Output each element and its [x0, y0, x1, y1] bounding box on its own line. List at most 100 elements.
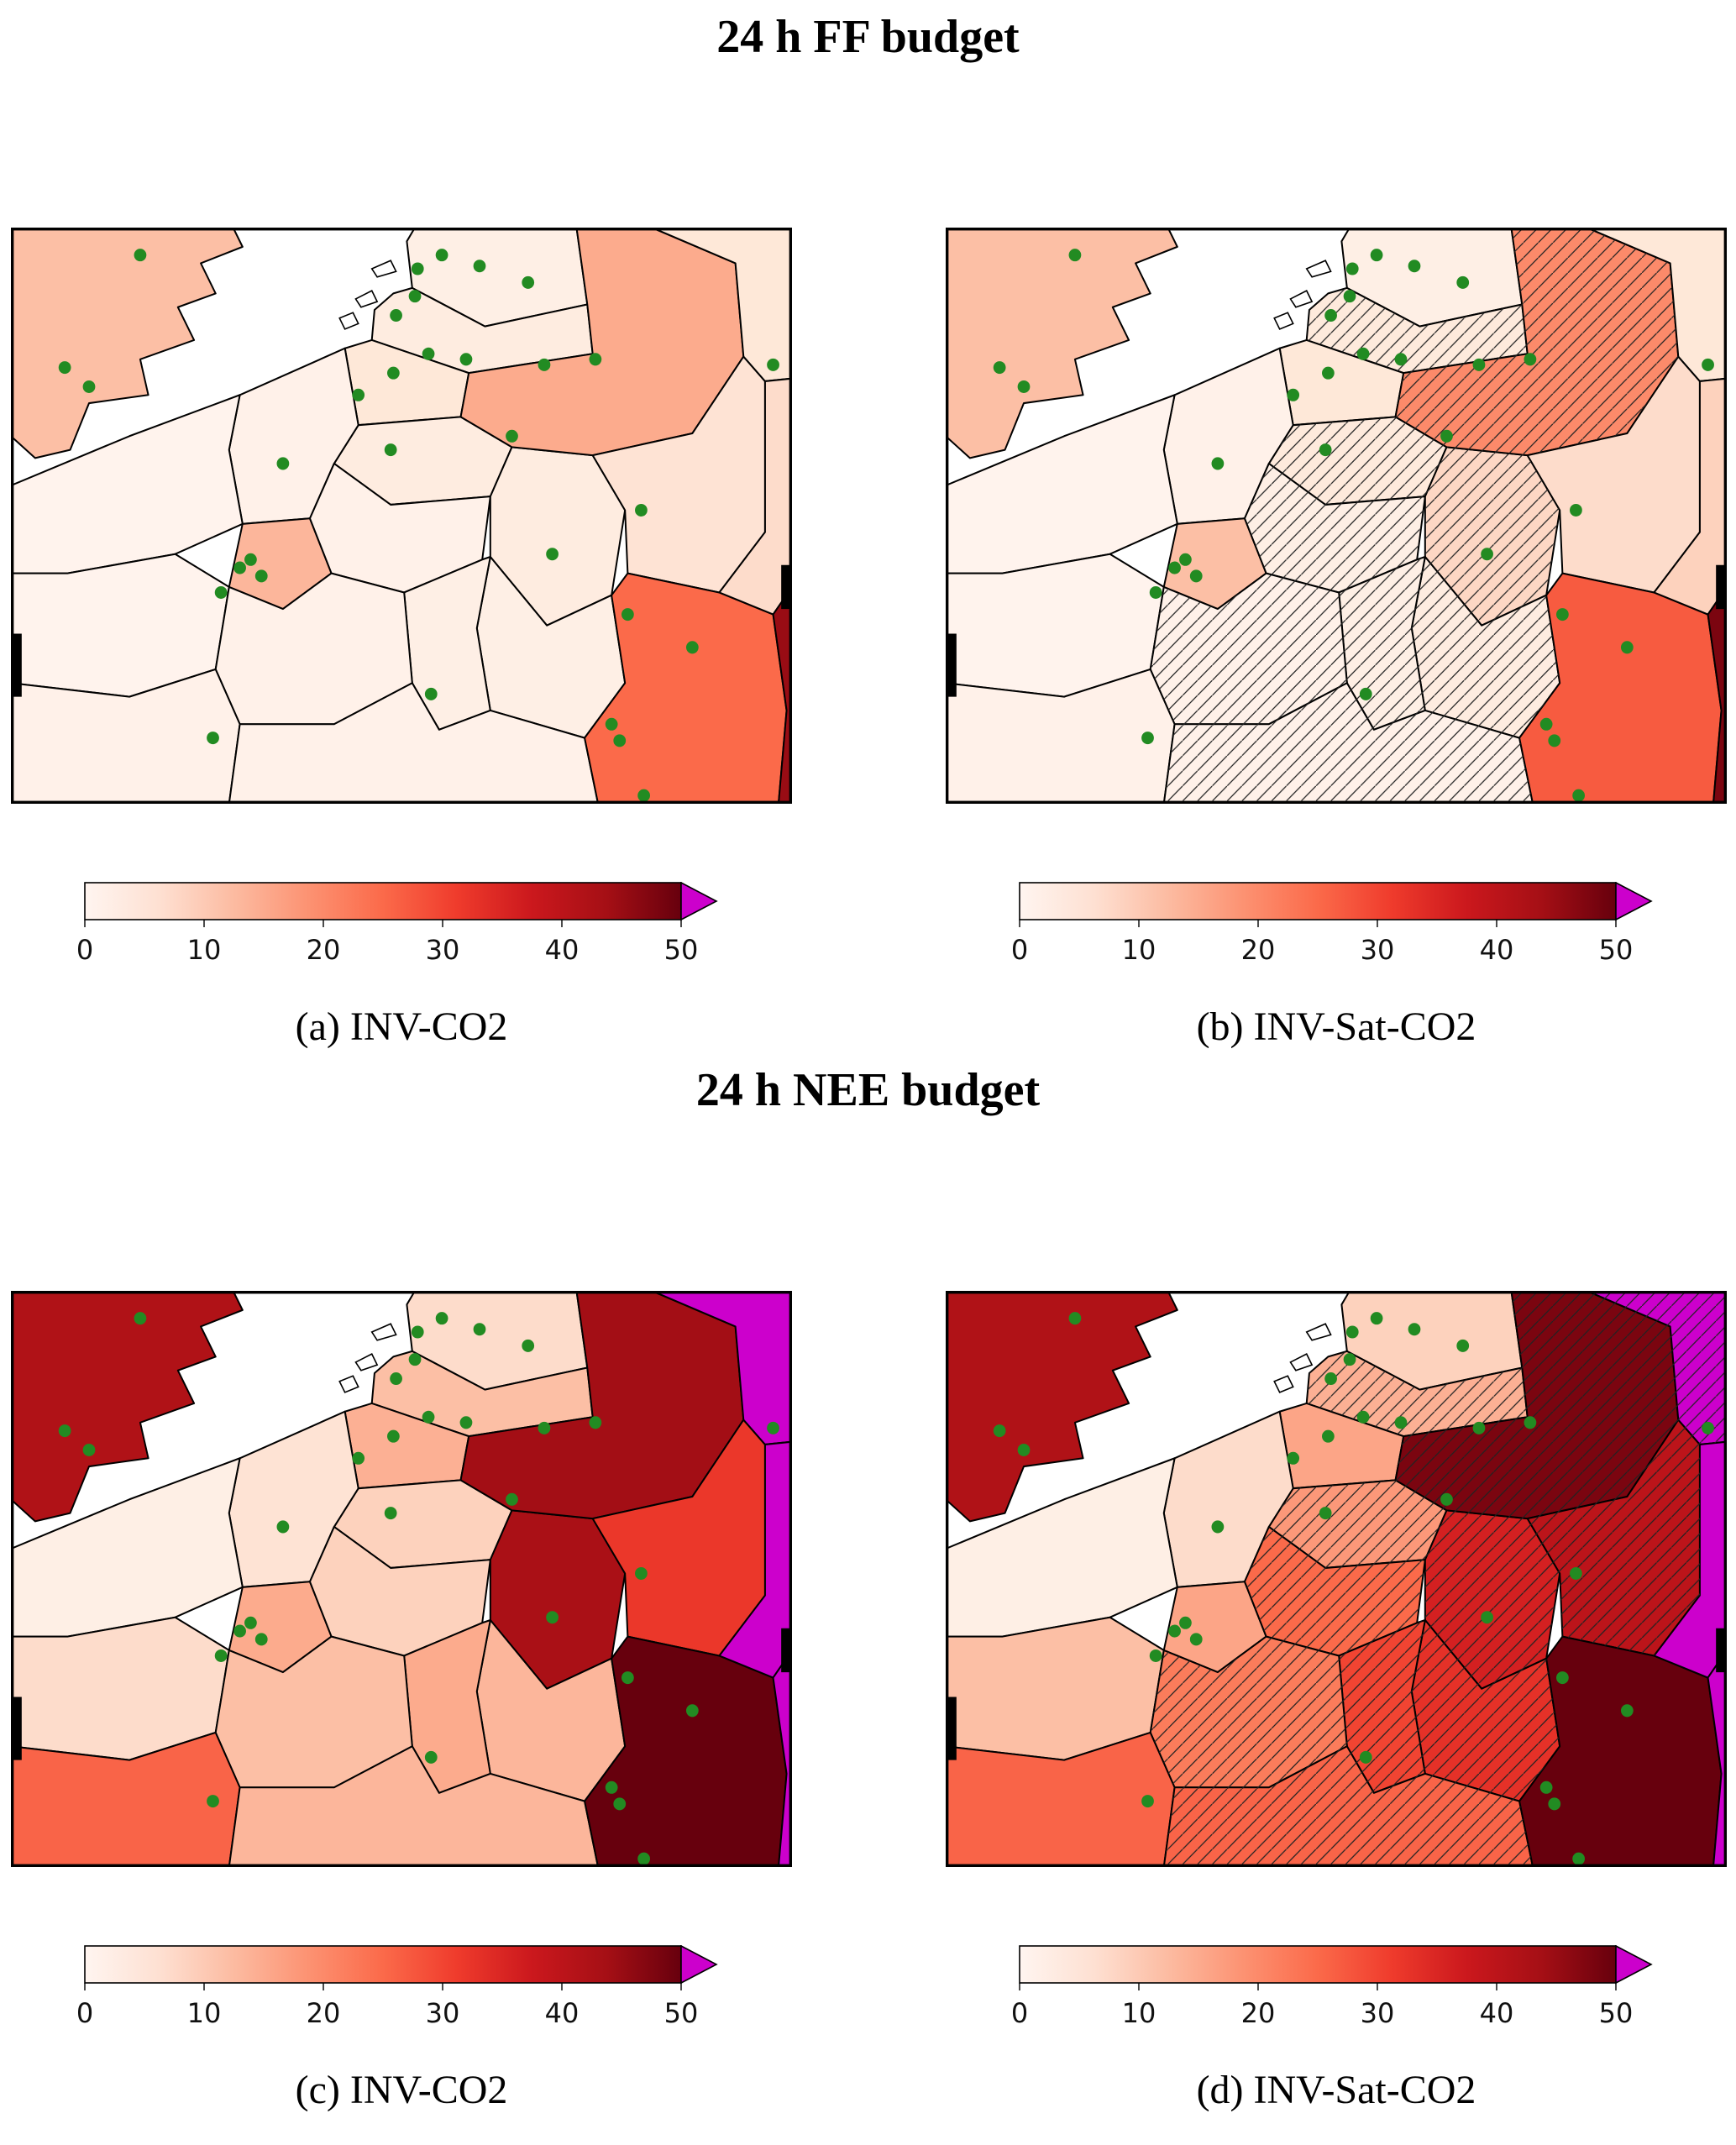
map-panel-a	[11, 228, 792, 804]
colorbar-tick-label: 10	[1121, 1997, 1156, 2029]
station-dot	[767, 358, 779, 371]
station-dot	[1481, 1611, 1493, 1624]
station-dot	[390, 309, 402, 323]
station-dot	[1572, 1852, 1585, 1865]
station-dot	[435, 249, 448, 262]
station-dot	[1141, 1795, 1154, 1808]
colorbar-svg	[84, 881, 718, 927]
station-dot	[1481, 548, 1493, 561]
station-dot	[387, 366, 400, 380]
station-dot	[1149, 585, 1162, 599]
station-dot	[1702, 358, 1714, 371]
hatch-overlay-nrw	[1395, 1291, 1679, 1519]
nee-budget-title: 24 h NEE budget	[695, 1064, 1041, 1116]
colorbar-tick-label: 30	[1360, 934, 1395, 966]
station-dot	[408, 1353, 422, 1366]
coastal-island	[370, 260, 397, 278]
colorbar-over-arrow	[680, 881, 718, 921]
station-dot	[422, 347, 435, 360]
colorbar-svg	[84, 1944, 718, 1990]
station-dot	[1702, 1421, 1714, 1434]
station-dot	[1324, 1372, 1337, 1386]
colorbar-tick-label: 40	[544, 1997, 580, 2029]
station-dot	[352, 1451, 365, 1465]
colorbar-gradient	[1019, 882, 1617, 920]
map-border	[11, 1291, 792, 1867]
hatch-overlay-bottom_mid	[1163, 683, 1534, 804]
station-dot	[635, 503, 648, 517]
station-dot	[506, 1492, 518, 1506]
hatch-overlay-grand_est_e	[1411, 557, 1560, 738]
colorbar-tick-label: 0	[76, 934, 94, 966]
station-dot	[1620, 641, 1634, 654]
colorbar-tick-label: 20	[1240, 934, 1276, 966]
hatch-overlay-rlp	[1424, 447, 1560, 626]
colorbar-tick-label: 20	[306, 934, 341, 966]
station-dot	[1322, 366, 1335, 380]
station-dot	[58, 1424, 71, 1438]
station-dot	[546, 548, 559, 561]
hatch-overlay-bottom_mid	[1163, 1746, 1534, 1867]
coastal-island	[354, 290, 379, 308]
coastal-island	[370, 1323, 397, 1341]
station-dot	[1570, 1566, 1582, 1580]
station-dot	[1359, 1750, 1372, 1764]
map-border	[946, 1291, 1727, 1867]
station-dot	[1394, 353, 1408, 366]
station-dot	[1440, 1492, 1453, 1506]
ff-budget-title: 24 h FF budget	[716, 11, 1020, 63]
colorbar-gradient	[1019, 1945, 1617, 1984]
station-dot	[993, 361, 1006, 375]
station-dot	[459, 1416, 473, 1429]
coastal-island	[1305, 1323, 1332, 1341]
colorbar-tick-label: 30	[425, 1997, 460, 2029]
station-dot	[435, 1312, 448, 1325]
map-border	[946, 228, 1727, 804]
station-dot	[522, 1339, 535, 1352]
station-dot	[546, 1611, 559, 1624]
station-dot	[1456, 1339, 1470, 1352]
station-dot	[1472, 358, 1486, 371]
coastal-island	[354, 1353, 379, 1371]
colorbar-tick-label: 10	[186, 1997, 222, 2029]
station-dot	[1345, 1325, 1359, 1339]
map-panel-b	[946, 228, 1727, 804]
station-dot	[538, 358, 551, 371]
station-dot	[276, 457, 290, 470]
coastal-island	[1305, 260, 1332, 278]
hatch-overlay-top_right	[1587, 1291, 1727, 1445]
coastal-island	[1273, 1375, 1294, 1393]
station-dot	[1168, 1624, 1181, 1638]
station-dot	[422, 1410, 435, 1424]
station-dot	[506, 429, 518, 443]
station-dot	[390, 1372, 402, 1386]
station-dot	[1570, 503, 1582, 517]
station-dot	[522, 275, 535, 289]
caption-b: (b) INV-Sat-CO2	[1196, 1004, 1476, 1049]
station-dot	[1211, 457, 1225, 470]
station-dot	[1548, 734, 1561, 747]
station-dot	[1017, 1443, 1031, 1456]
station-dot	[993, 1424, 1006, 1438]
station-dot	[207, 1795, 219, 1808]
station-dot	[621, 608, 634, 621]
station-dot	[82, 380, 96, 393]
map-svg-d	[946, 1291, 1727, 1867]
station-dot	[1017, 380, 1031, 393]
station-dot	[1189, 1633, 1203, 1646]
station-dot	[233, 1624, 246, 1638]
station-dot	[1068, 1312, 1082, 1325]
station-dot	[767, 1421, 779, 1434]
colorbar-gradient	[84, 882, 682, 920]
region-bottom_mid	[228, 1745, 600, 1867]
station-dot	[58, 361, 71, 375]
station-dot	[411, 1325, 424, 1339]
coastal-island	[338, 1375, 359, 1393]
colorbar-tick-label: 40	[1479, 1997, 1514, 2029]
hatch-overlay-nrw	[1395, 228, 1679, 456]
station-dot	[1179, 1616, 1192, 1629]
station-dot	[233, 561, 246, 574]
caption-d: (d) INV-Sat-CO2	[1196, 2068, 1476, 2112]
station-dot	[134, 1312, 147, 1325]
